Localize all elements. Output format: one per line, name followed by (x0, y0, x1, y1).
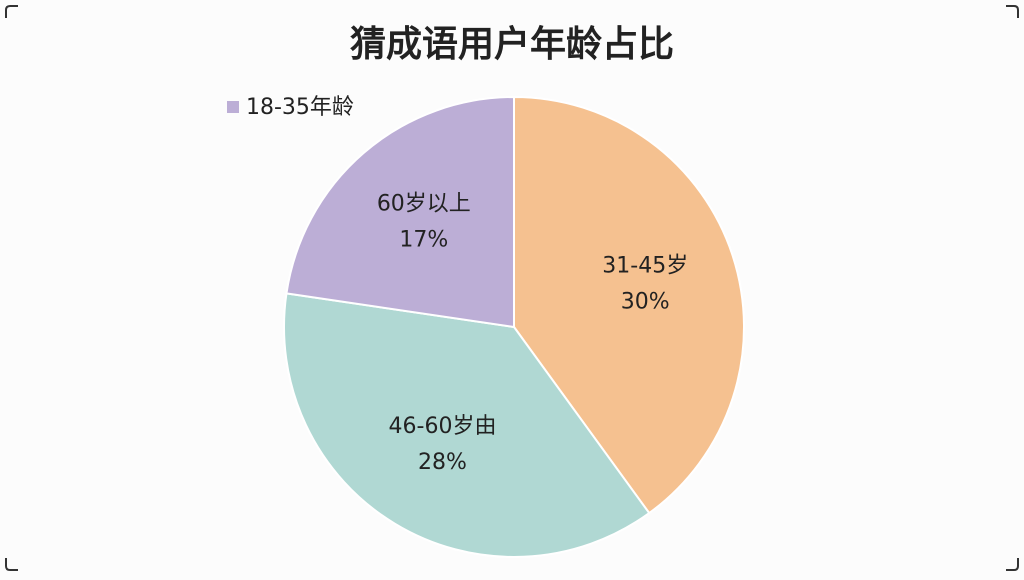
legend-swatch (227, 101, 239, 113)
slice-value-label: 17% (399, 228, 448, 253)
pie-slice (285, 95, 515, 329)
pie-slice (513, 95, 745, 515)
slice-label: 46-60岁由 (389, 414, 497, 439)
slice-label: 31-45岁 (602, 253, 688, 278)
pie-slice (283, 292, 651, 558)
slice-label: 60岁以上 (377, 192, 471, 217)
frame-corners (5, 5, 1019, 571)
slice-value-label: 30% (621, 289, 670, 314)
slice-value-label: 28% (418, 450, 467, 475)
legend-label: 18-35年龄 (246, 95, 354, 120)
chart-title: 猜成语用户年龄占比 (350, 24, 674, 65)
